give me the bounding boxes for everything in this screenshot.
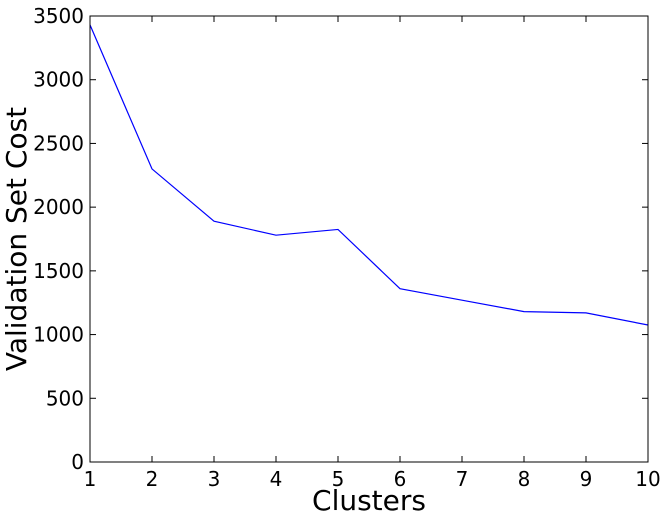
- y-tick-label: 1500: [33, 259, 84, 283]
- series-line: [89, 24, 649, 326]
- x-tick-label: 4: [270, 467, 283, 491]
- x-tick-label: 7: [456, 467, 469, 491]
- y-tick-label: 500: [46, 386, 84, 410]
- y-axis-ticks: 0 500 1000 1500 2000 2500 3000 3500: [33, 4, 648, 474]
- x-tick-label: 10: [635, 467, 660, 491]
- y-tick-label: 1000: [33, 323, 84, 347]
- x-tick-label: 8: [518, 467, 531, 491]
- x-axis-ticks: 1 2 3 4 5 6 7 8 9 10: [84, 16, 661, 491]
- plot-frame: [89, 15, 649, 463]
- x-tick-label: 9: [580, 467, 593, 491]
- y-tick-label: 2500: [33, 131, 84, 155]
- plot-area: [90, 16, 648, 462]
- y-tick-label: 3000: [33, 68, 84, 92]
- y-axis-label: Validation Set Cost: [0, 107, 33, 371]
- y-tick-label: 0: [71, 450, 84, 474]
- x-tick-label: 3: [208, 467, 221, 491]
- y-tick-label: 2000: [33, 195, 84, 219]
- x-tick-label: 2: [146, 467, 159, 491]
- x-tick-label: 6: [394, 467, 407, 491]
- y-tick-label: 3500: [33, 4, 84, 28]
- x-tick-label: 5: [332, 467, 345, 491]
- x-axis-label: Clusters: [312, 484, 426, 517]
- x-tick-label: 1: [84, 467, 97, 491]
